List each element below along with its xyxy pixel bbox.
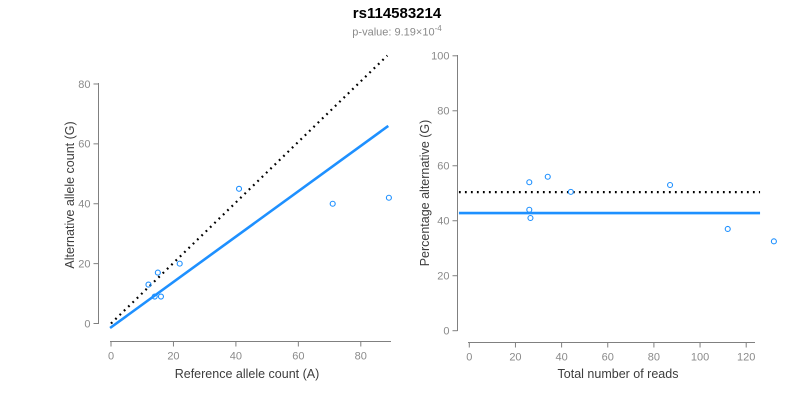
figure-title: rs114583214 <box>352 5 442 22</box>
right-plot: 0 20 40 60 80 100 0 20 40 60 80 100 120 Total number … <box>418 51 777 381</box>
y-tick-label: 40 <box>78 199 90 211</box>
y-axis-title: Percentage alternative (G) <box>418 120 432 267</box>
subtitle-exponent: -4 <box>434 24 442 33</box>
y-tick-label: 20 <box>78 258 90 270</box>
y-tick-label: 80 <box>78 79 90 91</box>
identity-line <box>110 54 389 325</box>
y-tick-label: 100 <box>431 51 449 63</box>
left-plot: 0 20 40 60 80 0 20 40 60 80 Reference allele count… <box>63 54 392 381</box>
data-point <box>151 293 158 300</box>
x-axis-title: Reference allele count (A) <box>175 367 320 381</box>
x-axis-title: Total number of reads <box>558 367 679 381</box>
y-tick-label: 0 <box>443 326 449 338</box>
x-tick-label: 0 <box>466 352 472 364</box>
x-tick-label: 40 <box>555 352 567 364</box>
data-point <box>176 260 183 267</box>
x-tick-label: 60 <box>602 352 614 364</box>
data-point <box>567 188 574 195</box>
data-point <box>527 214 534 222</box>
subtitle-prefix: p-value: <box>352 26 395 39</box>
y-tick-label: 0 <box>84 318 90 330</box>
x-tick-label: 80 <box>648 352 660 364</box>
figure-subtitle: p-value: 9.19×10-4 <box>0 24 794 39</box>
x-tick-label: 20 <box>509 352 521 364</box>
y-axis-title: Alternative allele count (G) <box>63 121 77 268</box>
data-point <box>724 225 731 233</box>
data-point <box>770 238 777 245</box>
data-point <box>526 179 533 186</box>
data-point <box>526 206 533 213</box>
data-point <box>385 194 392 201</box>
y-tick-label: 60 <box>78 139 90 151</box>
y-tick-label: 60 <box>437 161 449 173</box>
x-tick-label: 0 <box>108 351 114 363</box>
data-point <box>235 185 243 192</box>
data-point <box>667 181 674 189</box>
x-tick-label: 100 <box>691 352 709 364</box>
x-tick-label: 120 <box>737 352 755 364</box>
data-point <box>154 269 161 276</box>
y-tick-label: 80 <box>437 106 449 118</box>
x-tick-label: 60 <box>292 351 304 363</box>
data-point <box>544 173 551 180</box>
subtitle-value: 9.19×10 <box>394 26 435 39</box>
x-tick-label: 40 <box>230 351 242 363</box>
data-point <box>157 293 165 300</box>
y-tick-label: 40 <box>437 216 449 228</box>
data-point <box>329 200 336 207</box>
x-tick-label: 20 <box>167 351 179 363</box>
data-point <box>145 281 152 288</box>
fit-line <box>109 124 390 330</box>
x-tick-label: 80 <box>355 351 367 363</box>
y-tick-label: 20 <box>437 271 449 283</box>
